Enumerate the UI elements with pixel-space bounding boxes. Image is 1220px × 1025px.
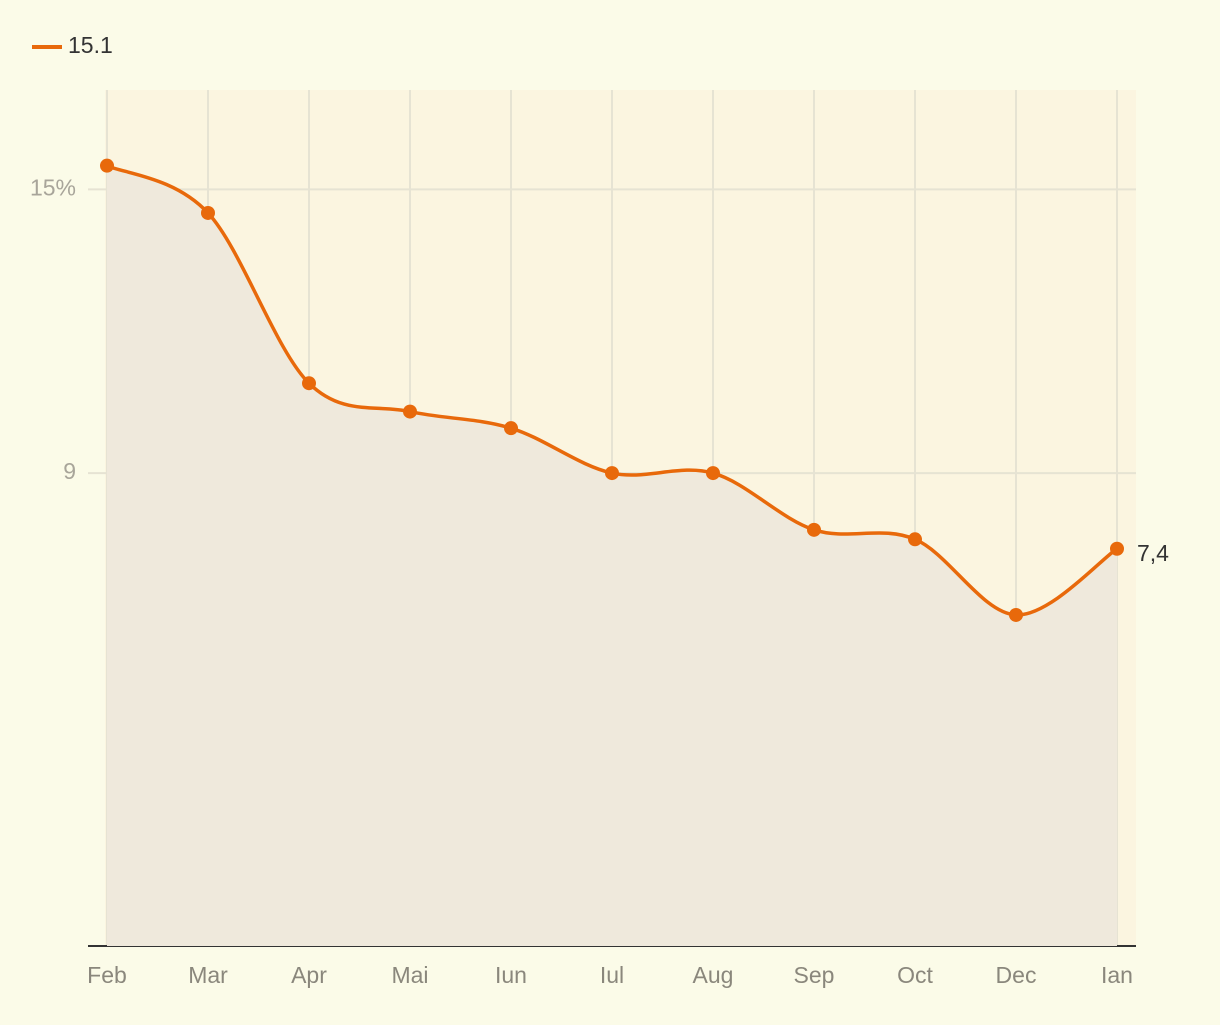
area [107,165,1117,946]
point [403,404,417,419]
point [100,158,114,173]
x-tick-label: Feb [87,962,127,988]
point [706,466,720,481]
x-tick-label: Mai [391,962,428,988]
x-tick-label: Ian [1101,962,1133,988]
x-tick-label: Oct [897,962,933,988]
x-tick-label: Mar [188,962,228,988]
point [605,466,619,481]
x-tick-label: Sep [794,962,835,988]
point [1110,541,1124,556]
x-tick-label: Iul [600,962,624,988]
legend-label: 15.1 [68,32,113,58]
x-tick-label: Aug [693,962,734,988]
y-tick-label: 15% [30,174,76,200]
x-tick-label: Iun [495,962,527,988]
x-tick-label: Apr [291,962,327,988]
point [1009,607,1023,622]
point [302,376,316,391]
y-tick-label: 9 [63,458,76,484]
point [807,522,821,537]
point [504,421,518,436]
x-tick-label: Dec [996,962,1037,988]
point [201,205,215,220]
data-label: 7,4 [1137,540,1169,566]
point [908,532,922,547]
